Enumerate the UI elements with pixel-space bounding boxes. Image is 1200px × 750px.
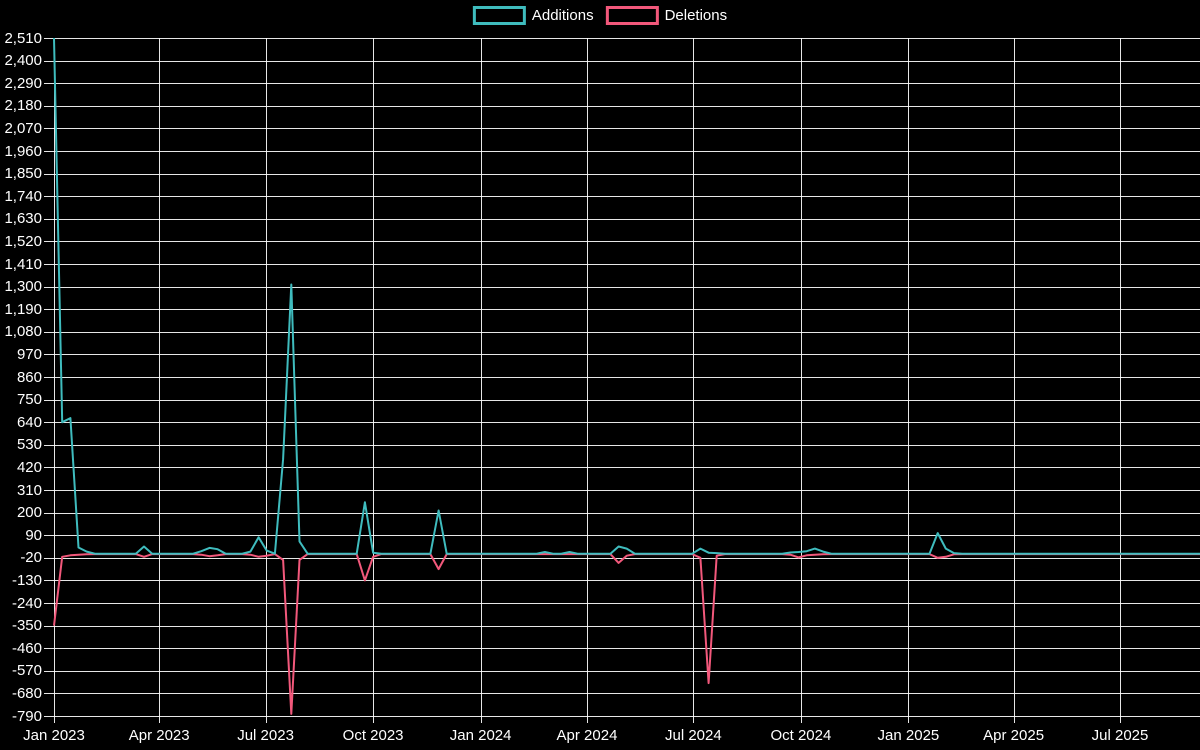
y-tick-label: 1,740 [4, 187, 42, 205]
additions-legend-label: Additions [531, 7, 594, 24]
y-tick-label: 750 [16, 391, 42, 409]
additions-line [53, 37, 1200, 555]
y-tick-label: 2,400 [4, 52, 42, 70]
y-tick-label: 2,290 [4, 74, 42, 92]
y-tick-label: 970 [16, 345, 42, 363]
y-tick-label: 1,300 [4, 278, 42, 296]
y-tick-label: 530 [16, 436, 42, 454]
x-tick-label: Jan 2024 [449, 727, 512, 744]
y-tick-label: 2,070 [4, 119, 42, 137]
x-tick-label: Apr 2025 [983, 727, 1045, 744]
x-tick-label: Oct 2024 [770, 727, 832, 744]
grid [44, 38, 1200, 723]
legend: Additions Deletions [472, 6, 728, 25]
y-tick-label: 1,850 [4, 165, 42, 183]
y-tick-label: 640 [16, 413, 42, 431]
y-tick-label: 2,180 [4, 97, 42, 115]
y-tick-label: -680 [11, 684, 42, 702]
legend-item-additions[interactable]: Additions [472, 6, 594, 25]
deletions-legend-label: Deletions [664, 7, 728, 24]
x-tick-label: Jul 2024 [665, 727, 722, 744]
x-tick-label: Jul 2025 [1091, 727, 1149, 744]
y-tick-label: 200 [16, 504, 42, 522]
x-tick-label: Oct 2023 [342, 727, 404, 744]
y-tick-label: -570 [11, 662, 42, 680]
y-tick-label: -20 [20, 549, 42, 567]
y-tick-label: 1,520 [4, 232, 42, 250]
y-tick-label: 1,960 [4, 142, 42, 160]
y-tick-label: 1,630 [4, 210, 42, 228]
y-tick-label: 310 [16, 481, 42, 499]
y-tick-label: 1,190 [4, 300, 42, 318]
additions-swatch [472, 6, 526, 25]
y-tick-label: 860 [16, 368, 42, 386]
x-tick-label: Jul 2023 [237, 727, 294, 744]
y-tick-label: -240 [11, 594, 42, 612]
deletions-swatch [605, 6, 659, 25]
y-tick-label: 1,410 [4, 255, 42, 273]
y-tick-label: 2,510 [4, 29, 42, 47]
x-tick-label: Jan 2025 [877, 727, 940, 744]
x-tick-label: Apr 2023 [128, 727, 190, 744]
deletions-line [53, 553, 1200, 715]
y-tick-label: 420 [16, 458, 42, 476]
y-tick-label: 1,080 [4, 323, 42, 341]
y-tick-label: 90 [25, 526, 42, 544]
x-tick-label: Jan 2023 [23, 727, 85, 744]
y-tick-label: -350 [11, 617, 42, 635]
y-tick-label: -460 [11, 639, 42, 657]
x-tick-label: Apr 2024 [556, 727, 618, 744]
y-tick-label: -130 [11, 571, 42, 589]
y-tick-label: -790 [11, 707, 42, 725]
legend-item-deletions[interactable]: Deletions [605, 6, 728, 25]
